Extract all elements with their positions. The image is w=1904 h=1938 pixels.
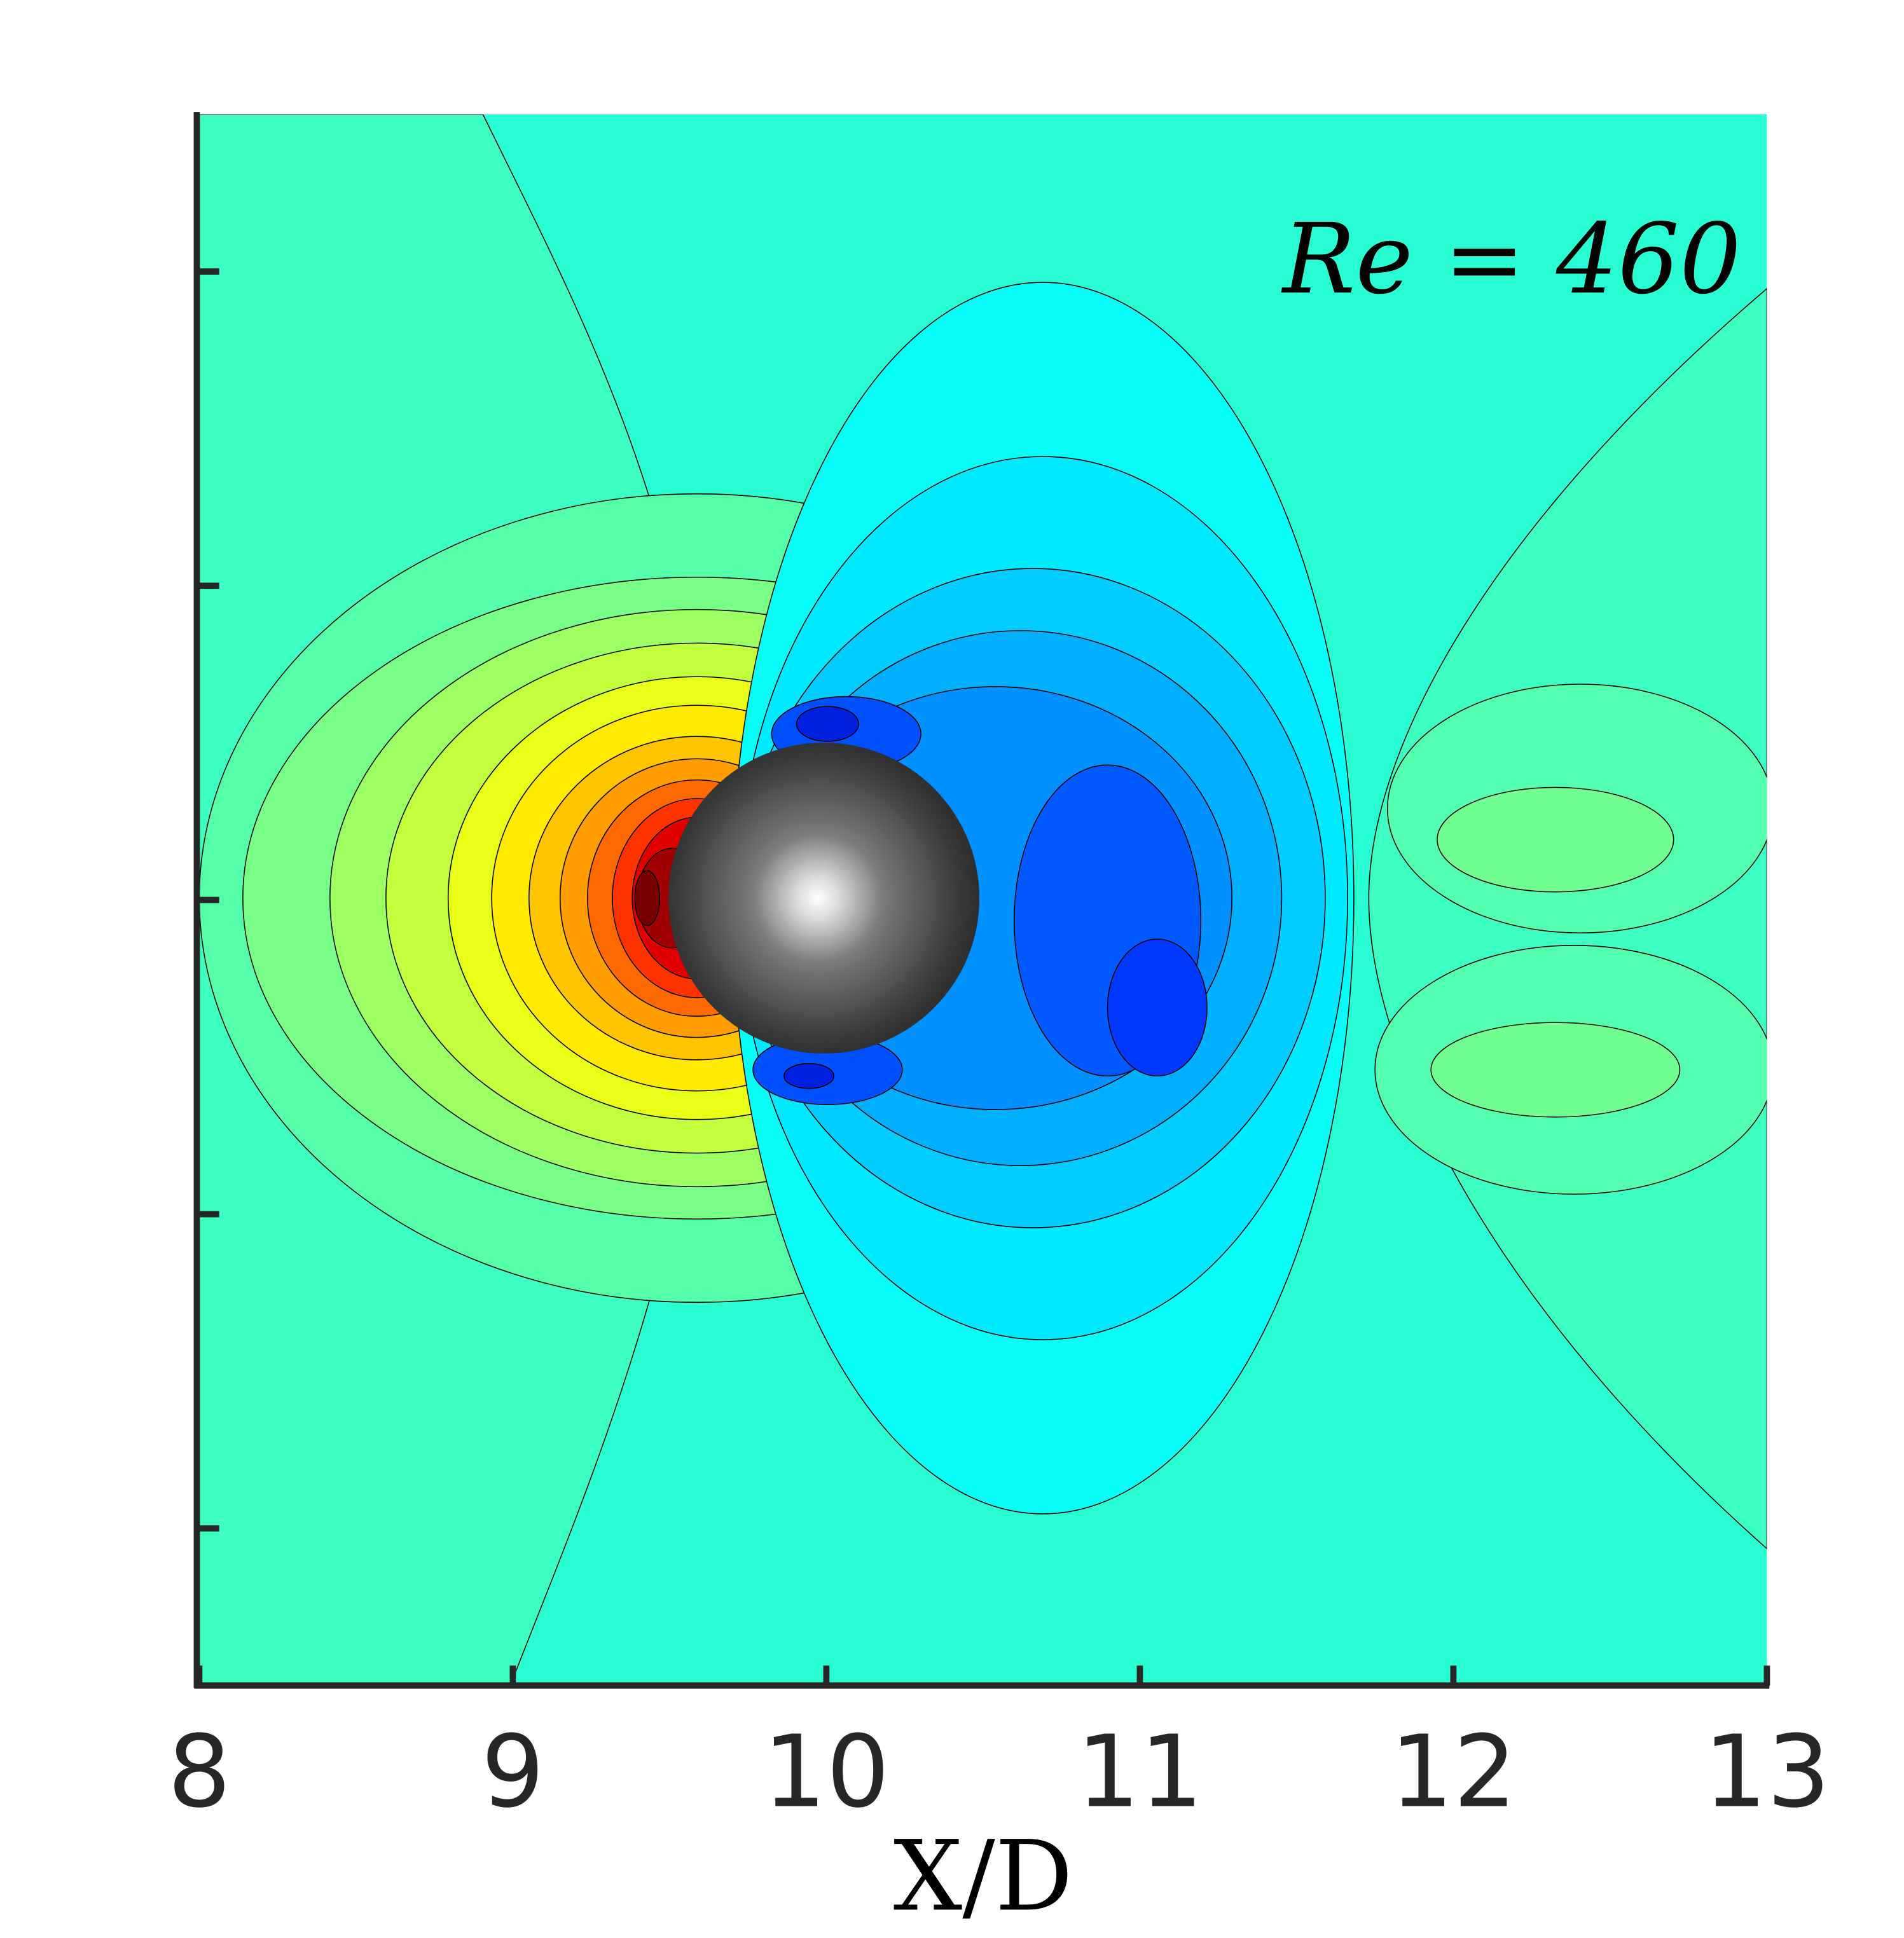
x-tick-label: 10 [763,1714,890,1830]
x-tick-label: 11 [1077,1714,1203,1830]
contour-field [199,114,1767,1686]
x-tick-label: 9 [481,1714,545,1830]
x-tick-label: 12 [1390,1714,1517,1830]
x-tick-label: 13 [1704,1714,1830,1830]
annotation: Re = 460 [1281,202,1741,315]
x-axis-label: X/D [893,1819,1073,1932]
x-tick-label: 8 [168,1714,231,1830]
